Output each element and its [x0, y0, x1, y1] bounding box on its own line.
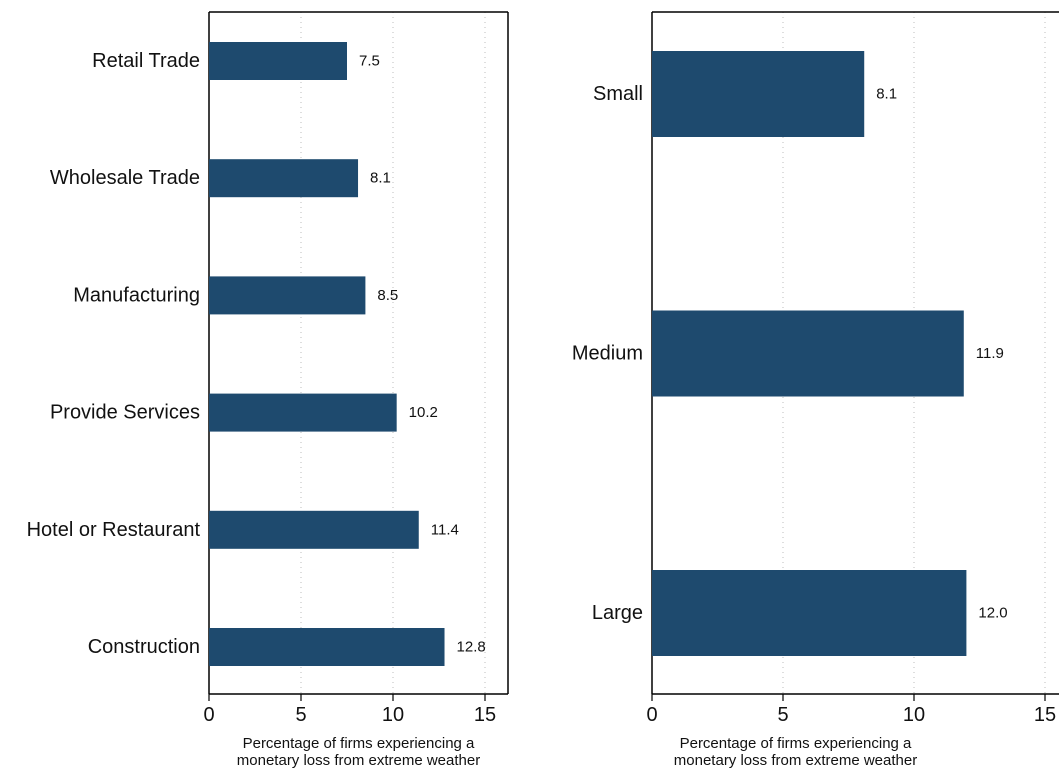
bar-wholesale-trade	[209, 159, 359, 198]
x-axis-title-line-1: Percentage of firms experiencing a	[680, 735, 912, 752]
x-axis-title-line-2: monetary loss from extreme weather	[674, 752, 917, 769]
x-tick-label-15: 15	[474, 704, 496, 726]
category-label-large: Large	[592, 602, 643, 624]
value-label-hotel-or-restaurant: 11.4	[431, 521, 459, 538]
value-label-medium: 11.9	[976, 345, 1004, 362]
x-tick-label-15: 15	[1034, 704, 1056, 726]
value-label-small: 8.1	[876, 86, 897, 103]
value-label-large: 12.0	[978, 605, 1007, 622]
category-label-retail-trade: Retail Trade	[92, 50, 200, 72]
x-axis-title-line-1: Percentage of firms experiencing a	[243, 735, 475, 752]
value-label-construction: 12.8	[457, 639, 486, 656]
x-tick-label-10: 10	[903, 704, 925, 726]
x-tick-label-0: 0	[646, 704, 657, 726]
bar-retail-trade	[209, 42, 347, 80]
x-tick-label-0: 0	[203, 704, 214, 726]
sector-chart-panel: Retail Trade 7.5 Wholesale Trade 8.1 Manufac…	[27, 11, 509, 769]
category-label-construction: Construction	[88, 636, 200, 658]
bar-manufacturing	[209, 276, 366, 315]
x-axis-title-line-2: monetary loss from extreme weather	[237, 752, 480, 769]
bar-construction	[209, 628, 445, 666]
value-label-provide-services: 10.2	[409, 404, 438, 421]
x-tick-label-5: 5	[295, 704, 306, 726]
category-label-hotel-or-restaurant: Hotel or Restaurant	[27, 519, 201, 541]
value-label-wholesale-trade: 8.1	[370, 170, 391, 187]
bar-medium	[652, 310, 964, 397]
category-label-wholesale-trade: Wholesale Trade	[50, 167, 200, 189]
x-tick-label-10: 10	[382, 704, 404, 726]
value-label-retail-trade: 7.5	[359, 53, 380, 70]
value-label-manufacturing: 8.5	[377, 287, 398, 304]
category-label-medium: Medium	[572, 343, 643, 365]
bar-hotel-or-restaurant	[209, 510, 419, 549]
x-tick-label-5: 5	[777, 704, 788, 726]
category-label-manufacturing: Manufacturing	[73, 284, 200, 306]
category-label-provide-services: Provide Services	[50, 402, 200, 424]
category-label-small: Small	[593, 83, 643, 105]
firm-size-chart-panel: Small 8.1 Medium 11.9 Large 12.0 0 5 10 15 Percent…	[572, 11, 1059, 769]
bar-small	[652, 51, 865, 137]
bar-provide-services	[209, 393, 397, 432]
bar-large	[652, 570, 967, 656]
